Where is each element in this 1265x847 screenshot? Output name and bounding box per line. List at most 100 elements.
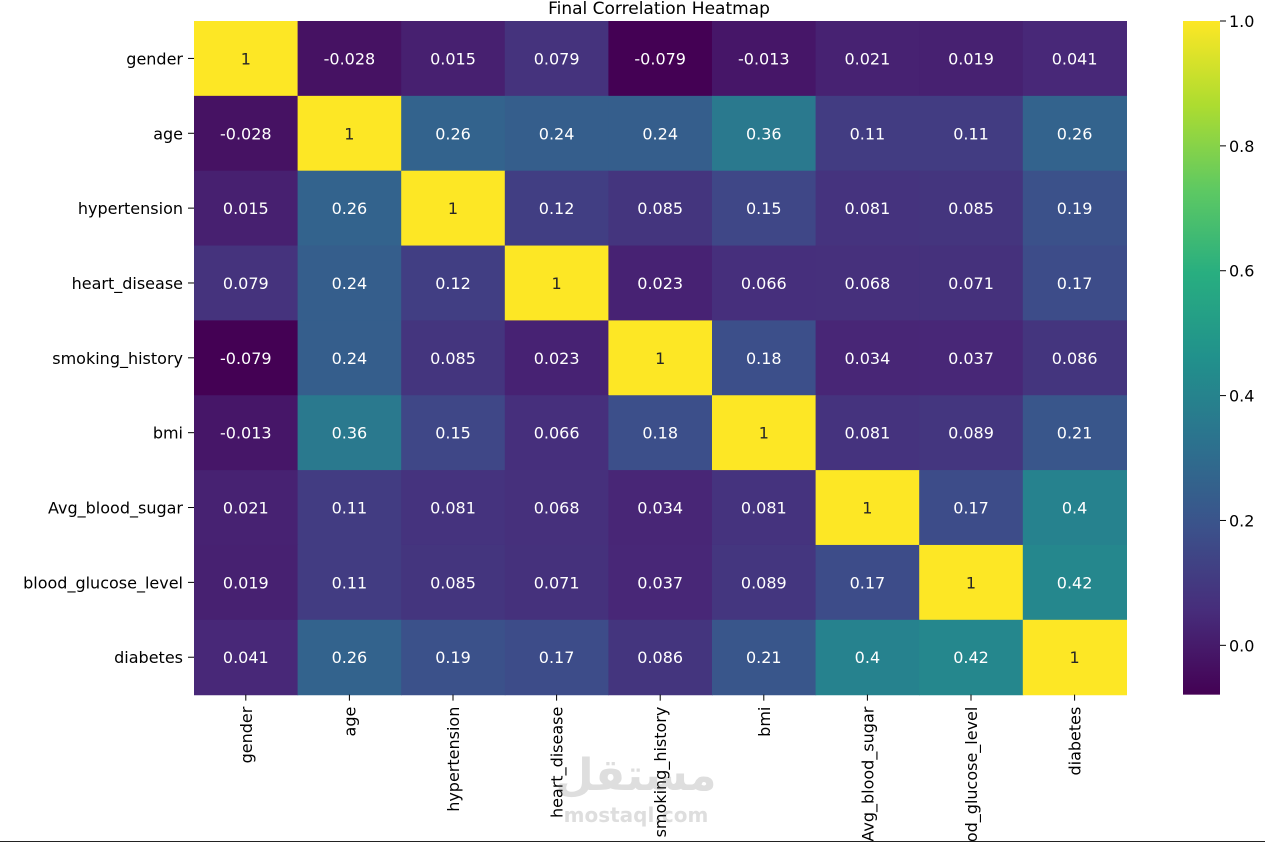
heatmap-cell bbox=[1022, 470, 1127, 546]
heatmap-cell bbox=[401, 320, 506, 396]
watermark-arabic: مستقل bbox=[556, 750, 717, 801]
heatmap-cell bbox=[1022, 245, 1127, 321]
x-tick-label: Avg_blood_sugar bbox=[858, 706, 878, 841]
heatmap-cell bbox=[919, 170, 1024, 247]
y-tick-label: Avg_blood_sugar bbox=[48, 499, 183, 519]
heatmap-cell bbox=[504, 245, 609, 321]
x-tick-label: blood_glucose_level bbox=[962, 707, 982, 843]
cell-annotation: 0.42 bbox=[953, 648, 989, 667]
cell-annotation: -0.079 bbox=[220, 349, 272, 368]
colorbar-tick-label: 0.4 bbox=[1229, 387, 1254, 406]
cell-annotation: 1 bbox=[1070, 648, 1080, 667]
heatmap-cell bbox=[919, 21, 1024, 97]
heatmap-cell bbox=[401, 619, 506, 696]
heatmap-cell bbox=[608, 619, 713, 696]
heatmap-cell bbox=[401, 245, 506, 321]
heatmap-cell bbox=[815, 395, 920, 471]
cell-annotation: 0.041 bbox=[223, 648, 269, 667]
y-tick-label: blood_glucose_level bbox=[23, 573, 183, 593]
heatmap-cell bbox=[194, 470, 299, 546]
cell-annotation: 1 bbox=[344, 124, 354, 143]
y-tick-label: age bbox=[153, 124, 183, 143]
heatmap-cell bbox=[1022, 320, 1127, 396]
cell-annotation: 0.36 bbox=[332, 424, 368, 443]
cell-annotation: 0.086 bbox=[637, 648, 683, 667]
heatmap-cell bbox=[608, 544, 713, 621]
heatmap-cell bbox=[297, 395, 402, 471]
cell-annotation: 0.11 bbox=[332, 573, 368, 592]
cell-annotation: 0.15 bbox=[746, 199, 782, 218]
colorbar-tick-label: 0.2 bbox=[1229, 511, 1254, 530]
cell-annotation: 0.18 bbox=[746, 349, 782, 368]
heatmap-cell bbox=[194, 95, 299, 172]
heatmap-cell bbox=[712, 320, 817, 396]
heatmap-cell bbox=[1022, 619, 1127, 696]
cell-annotation: 0.037 bbox=[637, 573, 683, 592]
cell-annotation: 0.24 bbox=[332, 349, 368, 368]
cell-annotation: 0.17 bbox=[850, 573, 886, 592]
cell-annotation: 0.24 bbox=[332, 274, 368, 293]
cell-annotation: 0.17 bbox=[953, 499, 989, 518]
cell-annotation: 0.019 bbox=[948, 49, 994, 68]
cell-annotation: 0.089 bbox=[741, 573, 787, 592]
cell-annotation: 0.17 bbox=[539, 648, 575, 667]
heatmap-cell bbox=[401, 470, 506, 546]
heatmap-cell bbox=[919, 544, 1024, 621]
cell-annotation: 0.17 bbox=[1057, 274, 1093, 293]
heatmap-cell bbox=[608, 320, 713, 396]
cell-annotation: 1 bbox=[448, 199, 458, 218]
heatmap-cell bbox=[712, 245, 817, 321]
colorbar-gradient bbox=[1183, 21, 1220, 695]
heatmap-cell bbox=[712, 170, 817, 247]
heatmap-cell bbox=[504, 395, 609, 471]
y-tick-label: hypertension bbox=[78, 199, 183, 218]
cell-annotation: 0.12 bbox=[539, 199, 575, 218]
heatmap-cell bbox=[815, 619, 920, 696]
x-tick-label: hypertension bbox=[444, 707, 463, 812]
cell-annotation: 0.11 bbox=[850, 124, 886, 143]
heatmap-cell bbox=[504, 21, 609, 97]
cell-annotation: -0.013 bbox=[738, 49, 790, 68]
x-tick-label: age bbox=[340, 707, 359, 737]
heatmap-cell bbox=[815, 544, 920, 621]
heatmap-cell bbox=[194, 544, 299, 621]
cell-annotation: 0.15 bbox=[435, 424, 471, 443]
cell-annotation: 0.041 bbox=[1052, 49, 1098, 68]
cell-annotation: 0.079 bbox=[223, 274, 269, 293]
heatmap-cell bbox=[504, 170, 609, 247]
heatmap-cell bbox=[297, 170, 402, 247]
cell-annotation: 0.081 bbox=[844, 424, 890, 443]
heatmap-cell bbox=[504, 95, 609, 172]
colorbar-tick-label: 0.0 bbox=[1229, 636, 1254, 655]
cell-annotation: 0.26 bbox=[435, 124, 471, 143]
heatmap-cell bbox=[919, 245, 1024, 321]
heatmap-cell bbox=[194, 21, 299, 97]
heatmap-cell bbox=[297, 470, 402, 546]
heatmap-cell bbox=[919, 95, 1024, 172]
heatmap-cell bbox=[1022, 170, 1127, 247]
cell-annotation: 0.085 bbox=[430, 349, 476, 368]
cell-annotation: 1 bbox=[655, 349, 665, 368]
x-tick-label: gender bbox=[237, 706, 256, 763]
cell-annotation: 0.11 bbox=[332, 499, 368, 518]
colorbar-tick-label: 0.6 bbox=[1229, 262, 1254, 281]
heatmap-cell bbox=[815, 245, 920, 321]
heatmap-cell bbox=[1022, 95, 1127, 172]
cell-annotation: 0.071 bbox=[534, 573, 580, 592]
x-tick-label: smoking_history bbox=[651, 707, 671, 838]
heatmap-cell bbox=[401, 395, 506, 471]
cell-annotation: 0.085 bbox=[637, 199, 683, 218]
cell-annotation: 0.015 bbox=[430, 49, 476, 68]
cell-annotation: 0.26 bbox=[332, 648, 368, 667]
cell-annotation: 0.21 bbox=[1057, 424, 1093, 443]
cell-annotation: 0.034 bbox=[637, 499, 683, 518]
cell-annotation: 0.021 bbox=[844, 49, 890, 68]
cell-annotation: 0.081 bbox=[430, 499, 476, 518]
cell-annotation: 1 bbox=[241, 49, 251, 68]
heatmap-cell bbox=[608, 470, 713, 546]
heatmap-cell bbox=[608, 170, 713, 247]
x-tick-label: heart_disease bbox=[548, 707, 568, 818]
heatmap-cell bbox=[919, 320, 1024, 396]
heatmap-cell bbox=[712, 470, 817, 546]
cell-annotation: 0.4 bbox=[855, 648, 880, 667]
